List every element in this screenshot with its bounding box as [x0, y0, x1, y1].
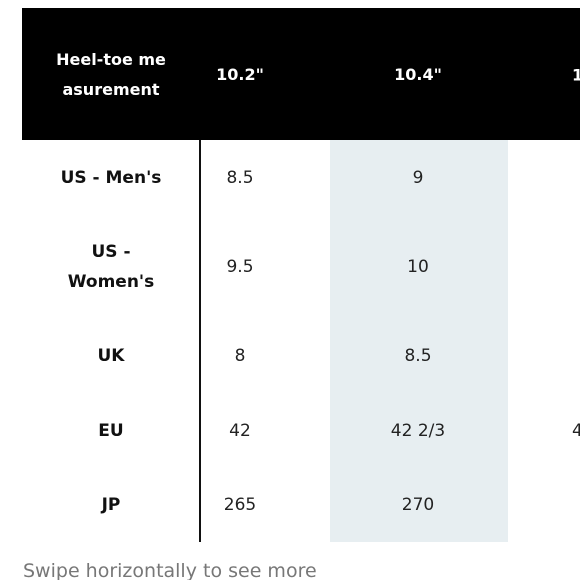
- row-label: UK: [97, 346, 125, 366]
- header-bar: [22, 8, 580, 140]
- cell-value: 42 2/3: [390, 421, 446, 441]
- row-label: JP: [101, 495, 121, 515]
- header-cell: 10.4": [394, 65, 442, 84]
- row-label: EU: [98, 421, 124, 441]
- header-cell: 1: [572, 65, 580, 85]
- swipe-hint: Swipe horizontally to see more: [23, 560, 317, 580]
- cell-value: 8: [234, 346, 246, 366]
- row-label: US - Men's: [60, 168, 162, 188]
- cell-value: 9: [412, 168, 424, 188]
- cell-value: 42: [229, 421, 251, 441]
- highlight-column: [330, 140, 508, 542]
- cell-value: 8.5: [226, 168, 254, 188]
- header-cell: Heel-toe measurement: [56, 50, 166, 99]
- row-label: US - Women's: [67, 242, 155, 292]
- header-cell: 10.2": [216, 65, 264, 84]
- divider: [199, 140, 201, 542]
- cell-value: 9.5: [226, 257, 254, 277]
- cell-value: 270: [401, 495, 435, 515]
- cell-value: 10: [407, 257, 429, 277]
- cell-value: 265: [223, 495, 257, 515]
- cell-value: 8.5: [404, 346, 432, 366]
- cell-value: 4: [572, 421, 580, 441]
